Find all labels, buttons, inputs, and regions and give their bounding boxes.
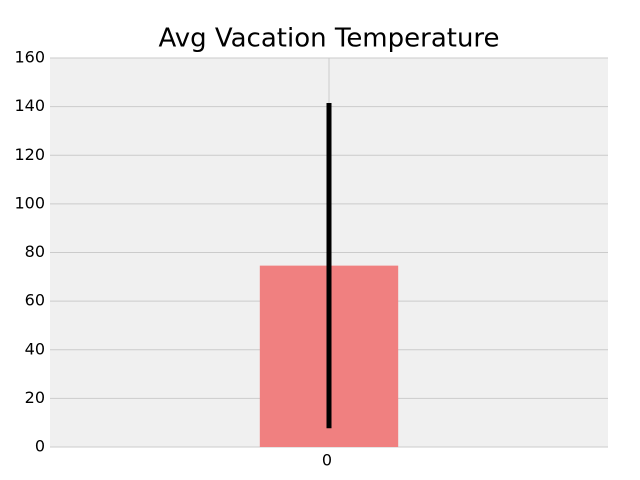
y-tick-label: 120 [14,145,45,164]
y-tick-label: 40 [25,339,45,358]
y-tick-label: 100 [14,193,45,212]
y-tick-label: 160 [14,48,45,67]
chart-title: Avg Vacation Temperature [158,24,499,54]
y-tick-label: 80 [25,242,45,261]
y-tick-label: 60 [25,291,45,310]
y-tick-label: 0 [35,437,45,456]
x-tick-label: 0 [322,451,332,470]
y-tick-label: 20 [25,388,45,407]
y-tick-label: 140 [14,96,45,115]
